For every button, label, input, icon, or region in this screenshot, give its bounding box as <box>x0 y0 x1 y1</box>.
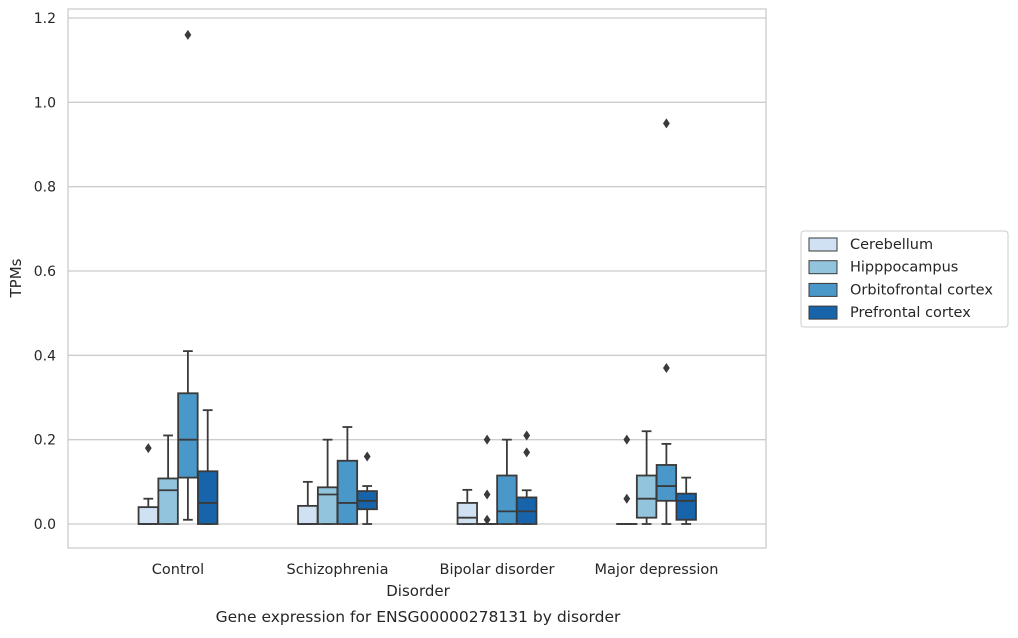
box-body <box>178 393 198 477</box>
legend-label: Hipppocampus <box>850 260 958 276</box>
y-tick-label: 0.6 <box>34 264 56 280</box>
x-tick-label: Schizophrenia <box>287 562 389 578</box>
box-body <box>458 503 478 524</box>
y-tick-label: 0.0 <box>34 517 56 533</box>
box-body <box>298 506 318 524</box>
y-tick-label: 0.2 <box>34 433 56 449</box>
y-axis-label: TPMs <box>7 258 25 298</box>
legend-swatch <box>809 238 837 251</box>
legend-label: Orbitofrontal cortex <box>850 282 993 298</box>
box-body <box>198 471 218 524</box>
x-tick-label: Control <box>152 562 204 578</box>
legend-swatch <box>809 261 837 274</box>
box-body <box>676 494 696 520</box>
legend: Cerebellum Hipppocampus Orbitofrontal cort… <box>801 231 1008 327</box>
y-tick-label: 1.2 <box>34 11 56 27</box>
x-tick-label: Bipolar disorder <box>440 562 555 578</box>
y-tick-label: 0.8 <box>34 180 56 196</box>
legend-label: Prefrontal cortex <box>850 305 971 321</box>
legend-swatch <box>809 283 837 296</box>
y-tick-label: 1.0 <box>34 95 56 111</box>
legend-swatch <box>809 306 837 319</box>
box-body <box>318 487 338 524</box>
x-tick-label: Major depression <box>595 562 719 578</box>
chart-caption: Gene expression for ENSG00000278131 by d… <box>216 608 621 626</box>
box-body <box>139 507 159 524</box>
y-tick-label: 0.4 <box>34 348 56 364</box>
x-axis-label: Disorder <box>386 582 450 600</box>
box-body <box>158 478 178 524</box>
legend-label: Cerebellum <box>850 237 933 253</box>
box-body <box>338 461 358 524</box>
box-body <box>497 476 517 524</box>
box-body <box>637 476 657 518</box>
box-body <box>657 465 677 501</box>
